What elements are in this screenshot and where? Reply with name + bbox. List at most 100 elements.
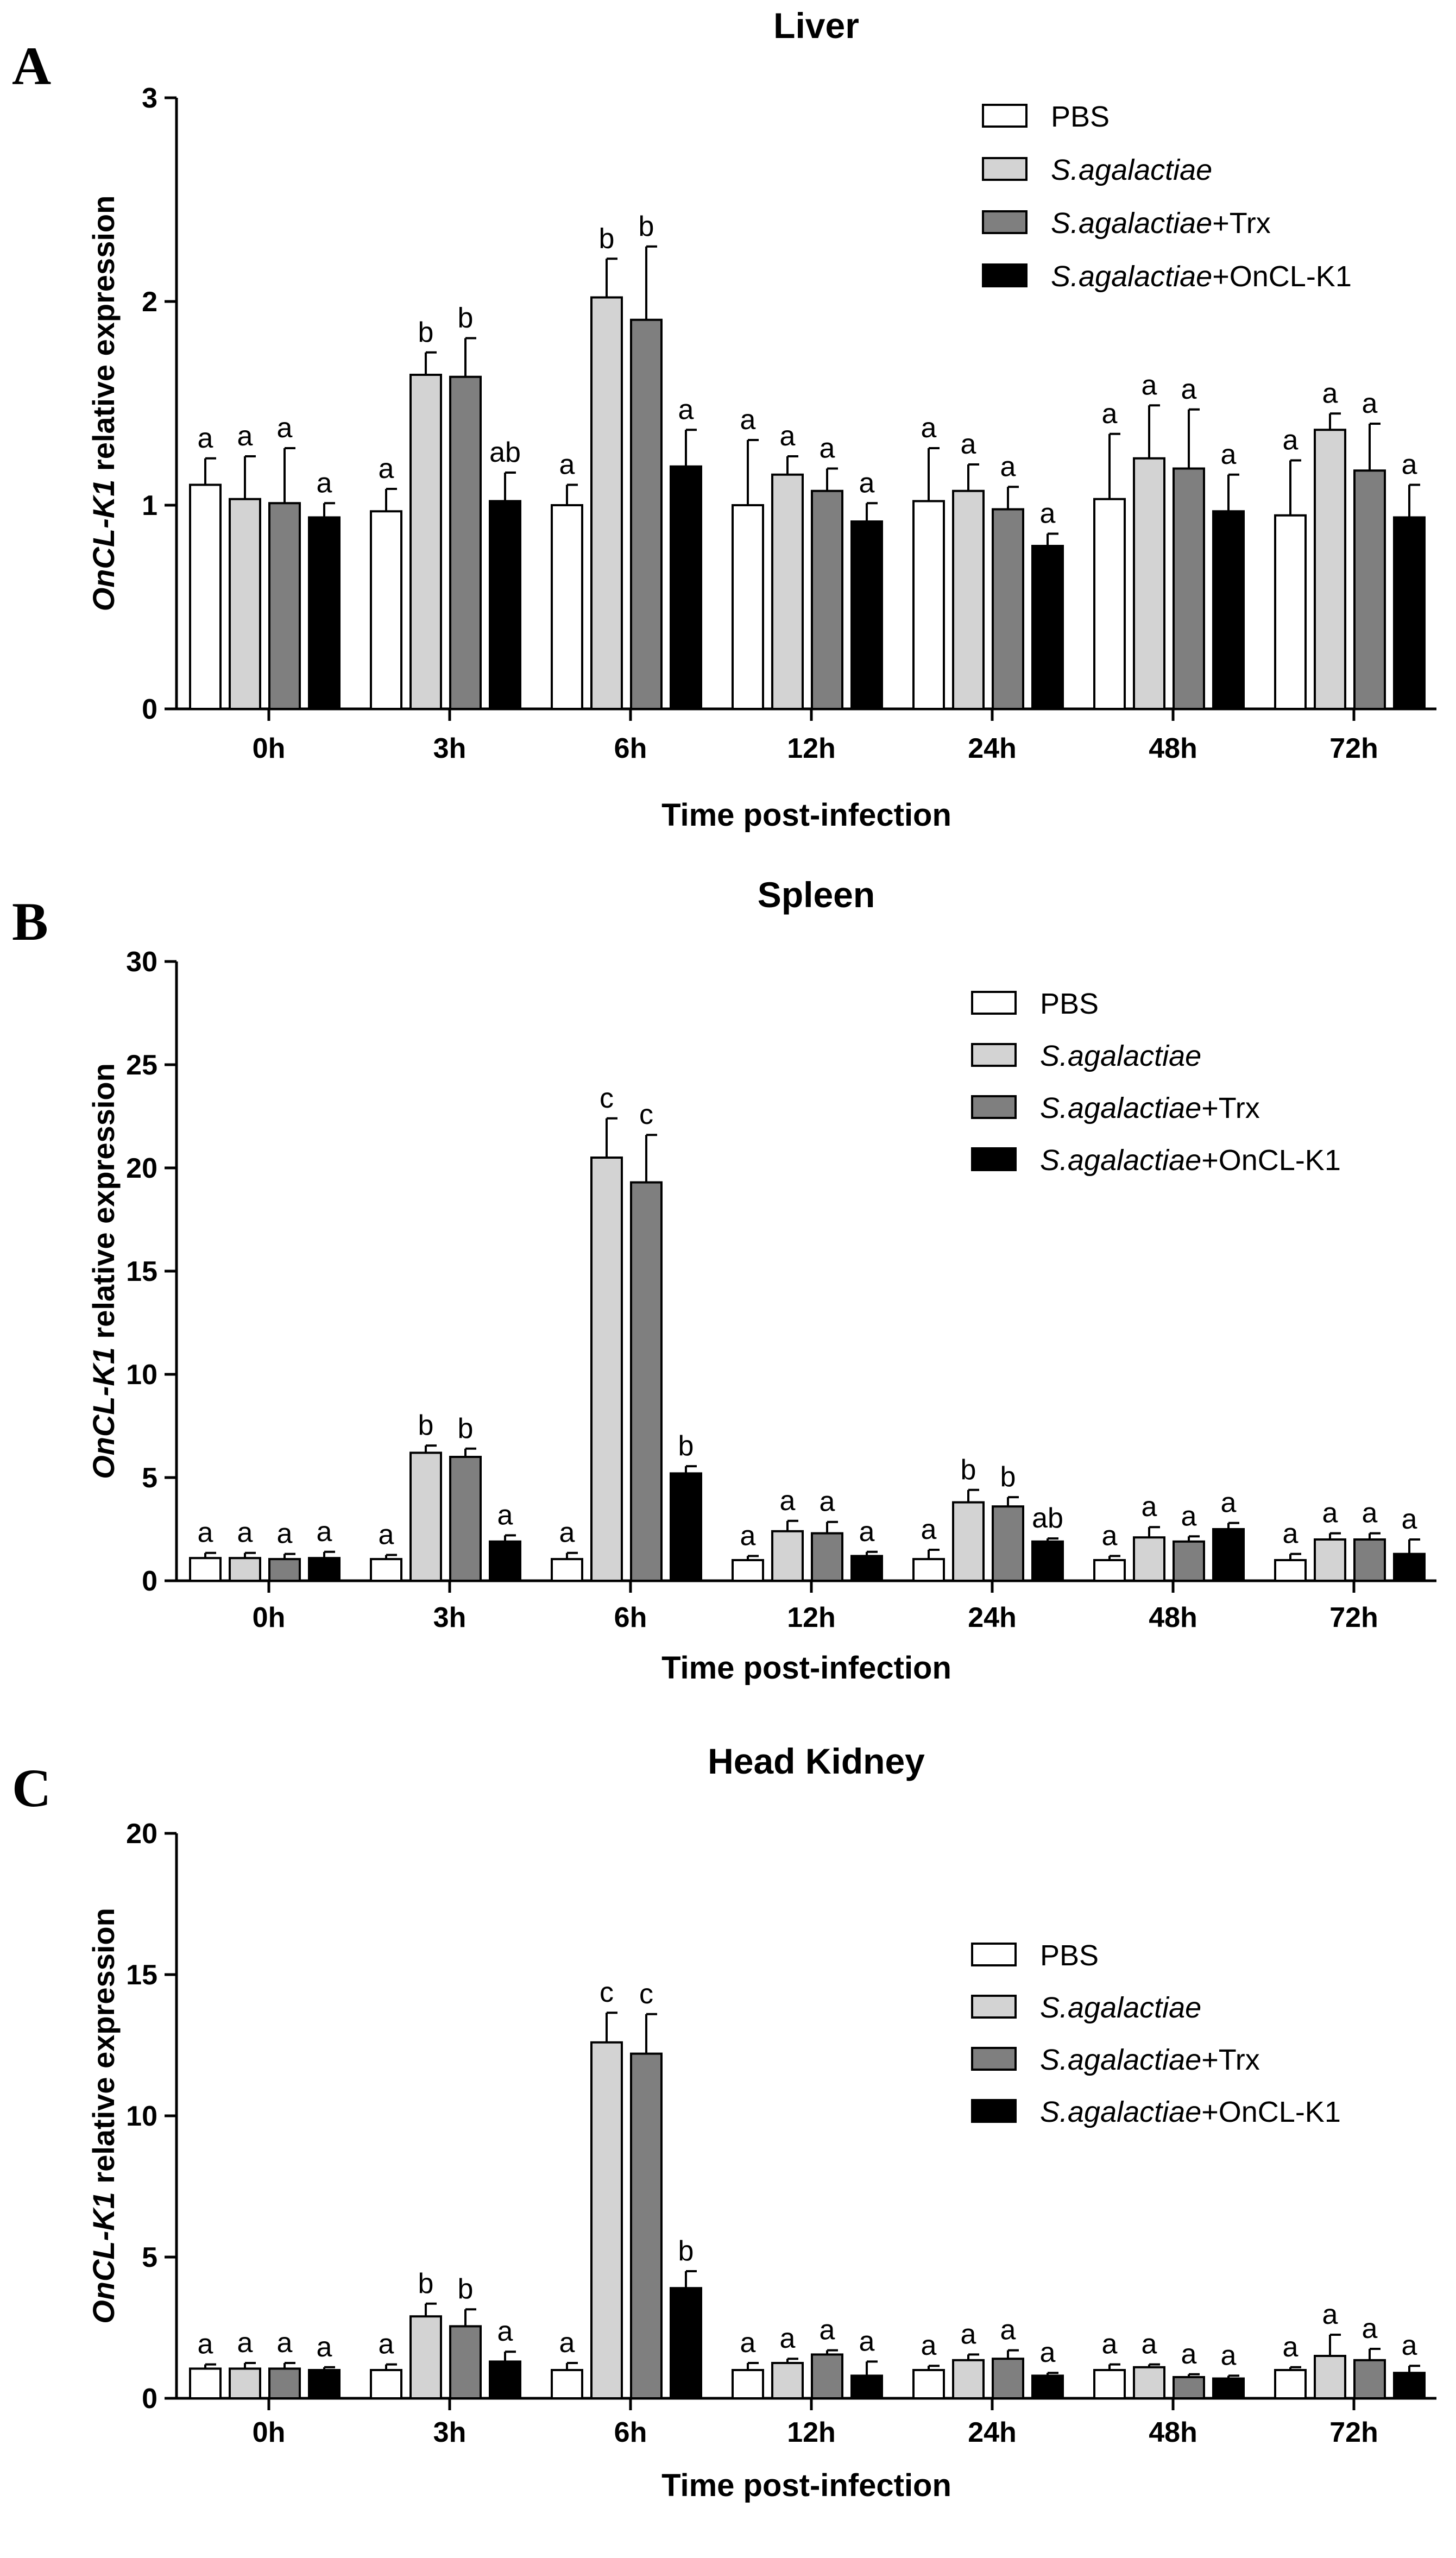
significance-label: a — [1322, 1498, 1338, 1529]
legend-label: S.agalactiae+Trx — [1051, 207, 1271, 240]
legend-swatch — [971, 2047, 1017, 2071]
legend-label-plain: +Trx — [1201, 2044, 1260, 2076]
bar — [308, 2369, 341, 2399]
y-tick-label: 0 — [142, 1566, 157, 1597]
significance-label: a — [1283, 425, 1299, 456]
significance-label: a — [921, 2330, 937, 2361]
significance-label: a — [1322, 378, 1338, 409]
significance-label: c — [639, 1099, 653, 1130]
x-axis-label: Time post-infection — [661, 2468, 951, 2503]
y-axis-label-rest: relative expression — [86, 196, 121, 480]
y-tick-label: 25 — [126, 1049, 157, 1081]
bar — [1212, 1528, 1245, 1582]
significance-label: a — [921, 412, 937, 444]
significance-label: a — [1142, 2329, 1157, 2360]
bar — [1393, 516, 1426, 710]
significance-label: ab — [1032, 1503, 1063, 1534]
bar — [732, 504, 764, 710]
significance-label: a — [198, 2329, 213, 2360]
y-tick-label: 10 — [126, 2101, 157, 2132]
legend-label-plain: +OnCL-K1 — [1201, 1144, 1341, 1177]
significance-label: b — [678, 1430, 694, 1462]
panel-title: Liver — [773, 5, 859, 46]
bar — [590, 2041, 623, 2400]
panel-title: Spleen — [758, 875, 875, 915]
y-tick-label: 0 — [142, 2383, 157, 2415]
bar — [229, 498, 261, 710]
significance-label: a — [379, 2329, 394, 2360]
bar — [489, 2360, 521, 2399]
legend-label-plain: PBS — [1040, 1939, 1099, 1972]
x-tick-label: 3h — [433, 733, 467, 764]
significance-label: a — [379, 453, 394, 485]
legend-label: S.agalactiae — [1051, 154, 1212, 186]
bar — [1133, 1536, 1165, 1582]
legend-label-italic: S.agalactiae — [1040, 2096, 1201, 2128]
significance-label: a — [559, 449, 575, 481]
bar — [952, 1501, 985, 1582]
significance-label: a — [740, 2327, 756, 2359]
significance-label: a — [780, 1485, 796, 1517]
significance-label: c — [600, 1083, 614, 1114]
legend-label-italic: S.agalactiae — [1051, 154, 1212, 186]
significance-label: a — [379, 1519, 394, 1551]
bar — [1274, 2369, 1307, 2399]
bar — [1353, 2359, 1386, 2399]
bar — [912, 1558, 945, 1582]
significance-label: a — [1181, 2339, 1197, 2370]
legend-label-italic: S.agalactiae — [1051, 207, 1212, 240]
legend-swatch — [971, 1995, 1017, 2019]
bar — [189, 2367, 222, 2399]
bar — [1093, 2369, 1126, 2399]
x-axis-label: Time post-infection — [661, 1650, 951, 1686]
panel-letter: C — [12, 1758, 51, 1818]
legend-label: S.agalactiae+OnCL-K1 — [1051, 260, 1352, 293]
bar — [409, 374, 442, 710]
bar — [1173, 467, 1205, 710]
significance-label: a — [1000, 2315, 1016, 2346]
significance-label: a — [1142, 369, 1157, 401]
x-tick-label: 6h — [614, 2417, 647, 2448]
bar — [1173, 2376, 1205, 2399]
y-tick-label: 1 — [142, 490, 157, 521]
significance-label: a — [859, 467, 875, 499]
bar — [630, 318, 663, 710]
significance-label: a — [1283, 2331, 1299, 2363]
legend-label-italic: S.agalactiae — [1040, 1040, 1201, 1072]
significance-label: c — [639, 1978, 653, 2010]
significance-label: b — [418, 317, 434, 348]
y-tick-label: 3 — [142, 83, 157, 114]
panel-letter: B — [12, 891, 48, 952]
bar — [1274, 514, 1307, 710]
x-tick-label: 3h — [433, 2417, 467, 2448]
bar — [189, 483, 222, 710]
legend-swatch — [971, 1943, 1017, 1966]
significance-label: a — [1142, 1491, 1157, 1523]
x-tick-label: 6h — [614, 733, 647, 764]
bar — [992, 508, 1024, 710]
bar — [771, 2362, 804, 2399]
significance-label: a — [820, 2315, 835, 2346]
bar — [850, 1555, 883, 1582]
legend-label: S.agalactiae+OnCL-K1 — [1040, 2096, 1341, 2128]
legend-label-plain: +OnCL-K1 — [1212, 260, 1352, 293]
x-tick-label: 12h — [787, 733, 836, 764]
significance-label: a — [1221, 1487, 1237, 1519]
bar — [489, 500, 521, 710]
legend-label: S.agalactiae — [1040, 1040, 1201, 1072]
bar — [630, 1181, 663, 1582]
panel-head-kidney: Head Kidney C 0 5 10 15 20 OnCL-K1 relative exp… — [12, 1741, 1436, 2503]
legend-label-italic: S.agalactiae — [1051, 260, 1212, 293]
bar — [670, 465, 702, 710]
x-tick-label: 6h — [614, 1602, 647, 1633]
legend-swatch — [982, 210, 1028, 234]
y-axis-label-gene: OnCL-K1 — [86, 1347, 121, 1479]
bar — [1031, 1540, 1064, 1582]
y-axis-label: OnCL-K1 relative expression — [86, 196, 121, 612]
bar — [771, 473, 804, 710]
significance-label: a — [237, 2327, 253, 2359]
bar — [268, 2367, 301, 2399]
significance-label: a — [198, 423, 213, 454]
bar — [268, 502, 301, 710]
legend-swatch — [971, 1147, 1017, 1171]
